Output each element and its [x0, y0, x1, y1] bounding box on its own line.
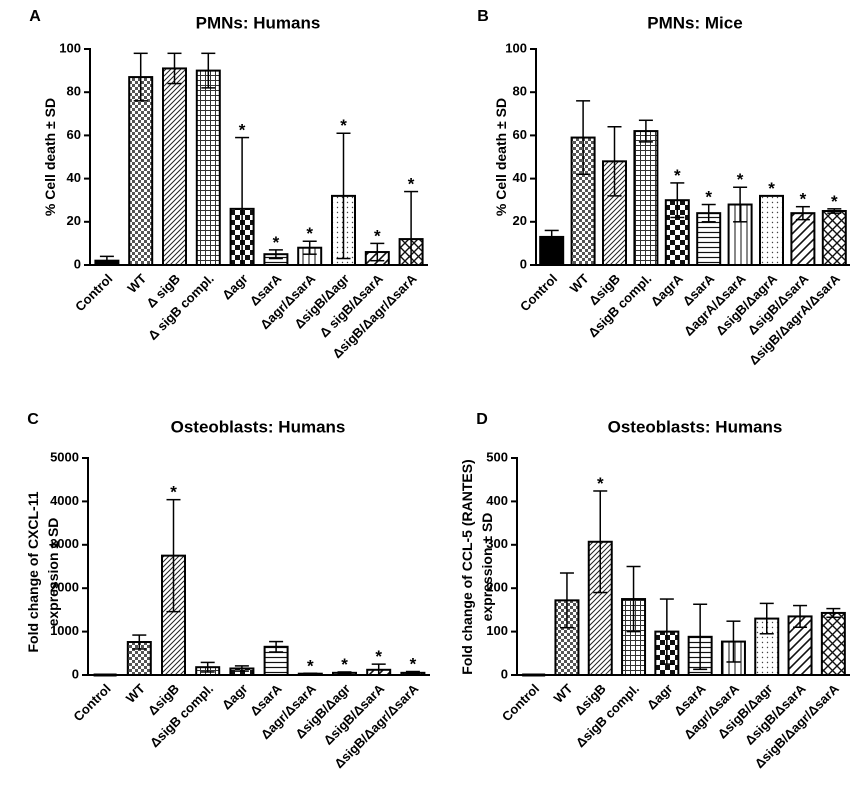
y-tick-label: 80 — [513, 84, 527, 99]
x-tick-label: Δagr — [219, 681, 251, 713]
y-axis-label: % Cell death ± SD — [42, 98, 58, 216]
significance-star: * — [374, 226, 381, 245]
significance-star: * — [768, 179, 775, 198]
panel-title: PMNs: Mice — [647, 13, 742, 32]
y-tick-label: 20 — [513, 213, 527, 228]
x-tick-label: Control — [70, 681, 113, 724]
y-tick-label: 60 — [67, 127, 81, 142]
significance-star: * — [306, 224, 313, 243]
bar — [759, 194, 784, 267]
y-tick-label: 0 — [501, 666, 508, 681]
significance-star: * — [341, 655, 348, 674]
significance-star: * — [737, 170, 744, 189]
bar — [790, 212, 816, 267]
significance-star: * — [831, 192, 838, 211]
significance-star: * — [408, 175, 415, 194]
significance-star: * — [800, 190, 807, 209]
significance-star: * — [410, 655, 417, 674]
significance-star: * — [307, 656, 314, 675]
panel-title: Osteoblasts: Humans — [608, 417, 783, 436]
bar — [162, 67, 187, 266]
significance-star: * — [375, 647, 382, 666]
x-tick-label: Control — [499, 681, 542, 724]
y-tick-label: 200 — [486, 580, 508, 595]
significance-star: * — [273, 233, 280, 252]
y-axis-label: Fold change of CCL-5 (RANTES) expression … — [459, 459, 495, 674]
y-tick-label: 40 — [513, 170, 527, 185]
y-axis-label: % Cell death ± SD — [493, 98, 509, 216]
y-tick-label: 20 — [67, 213, 81, 228]
panel-c: C Osteoblasts: Humans Fold change of CXCL-… — [25, 411, 430, 771]
panel-letter: B — [477, 8, 489, 25]
panel-a: A PMNs: Humans % Cell death ± SD 0 20 40 60 80 1… — [29, 8, 428, 361]
panel-title: PMNs: Humans — [196, 13, 321, 32]
panel-title: Osteoblasts: Humans — [171, 417, 346, 436]
panel-b: B PMNs: Mice % Cell death ± SD 0 20 40 60 80 100… — [477, 8, 850, 368]
panel-letter: A — [29, 8, 41, 25]
y-tick-label: 100 — [505, 40, 527, 55]
y-tick-label: 1000 — [50, 623, 79, 638]
x-tick-label: WT — [567, 271, 592, 296]
y-tick-label: 100 — [59, 40, 81, 55]
y-tick-label: 400 — [486, 493, 508, 508]
significance-star: * — [597, 474, 604, 493]
y-tick-label: 500 — [486, 449, 508, 464]
y-tick-label: 2000 — [50, 580, 79, 595]
y-tick-label: 4000 — [50, 493, 79, 508]
panel-d: D Osteoblasts: Humans Fold change of CCL-5… — [459, 411, 850, 771]
y-tick-label: 3000 — [50, 536, 79, 551]
x-tick-label: ΔagrA — [648, 271, 687, 310]
bar — [820, 611, 846, 676]
significance-star: * — [705, 188, 712, 207]
y-axis-label: Fold change of CXCL-11 expression ± SD — [25, 491, 61, 652]
y-tick-label: 80 — [67, 84, 81, 99]
bar — [633, 130, 659, 266]
y-tick-label: 0 — [74, 256, 81, 271]
y-tick-label: 300 — [486, 536, 508, 551]
x-tick-label: WT — [551, 681, 576, 706]
x-tick-label: WT — [124, 271, 149, 296]
y-tick-label: 100 — [486, 623, 508, 638]
y-tick-label: 40 — [67, 170, 81, 185]
bar — [128, 76, 154, 266]
y-tick-label: 60 — [513, 127, 527, 142]
x-tick-label: Control — [72, 271, 115, 314]
significance-star: * — [674, 166, 681, 185]
x-tick-label: WT — [123, 681, 148, 706]
significance-star: * — [239, 121, 246, 140]
x-tick-label: Control — [517, 271, 560, 314]
bar — [195, 69, 221, 266]
y-tick-label: 0 — [72, 666, 79, 681]
panel-letter: C — [27, 411, 39, 428]
y-tick-label: 5000 — [50, 449, 79, 464]
y-tick-label: 0 — [520, 256, 527, 271]
bar — [821, 210, 847, 266]
significance-star: * — [170, 483, 177, 502]
significance-star: * — [340, 116, 347, 135]
panel-letter: D — [476, 411, 488, 428]
